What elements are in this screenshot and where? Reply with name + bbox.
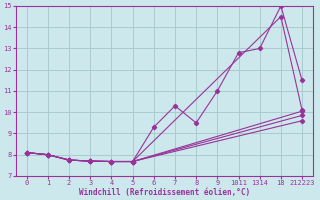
X-axis label: Windchill (Refroidissement éolien,°C): Windchill (Refroidissement éolien,°C) bbox=[79, 188, 250, 197]
